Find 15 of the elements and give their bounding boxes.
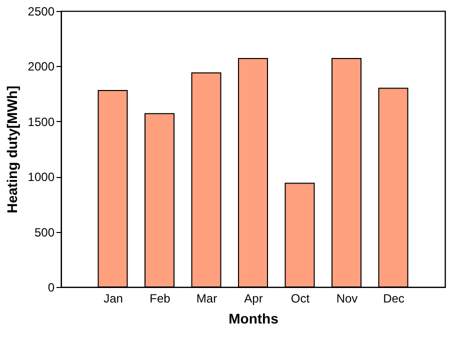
- x-tick-label: Dec: [383, 292, 404, 306]
- y-tick-label: 2500: [28, 4, 55, 18]
- x-tick-label: Jan: [104, 292, 123, 306]
- x-tick-label: Apr: [244, 292, 263, 306]
- y-tick-label: 2000: [28, 60, 55, 74]
- y-tick-label: 0: [48, 280, 55, 294]
- y-tick-label: 1000: [28, 170, 55, 184]
- x-tick-label: Oct: [290, 292, 310, 306]
- x-tick-label: Nov: [336, 292, 358, 306]
- x-tick-label: Mar: [196, 292, 218, 306]
- y-tick-label: 500: [34, 225, 55, 240]
- x-tick-label: Feb: [150, 292, 171, 306]
- x-axis-title: Months: [228, 310, 279, 326]
- y-tick-label: 1500: [28, 114, 55, 129]
- y-axis-title: Heating duty[MWh]: [4, 86, 20, 214]
